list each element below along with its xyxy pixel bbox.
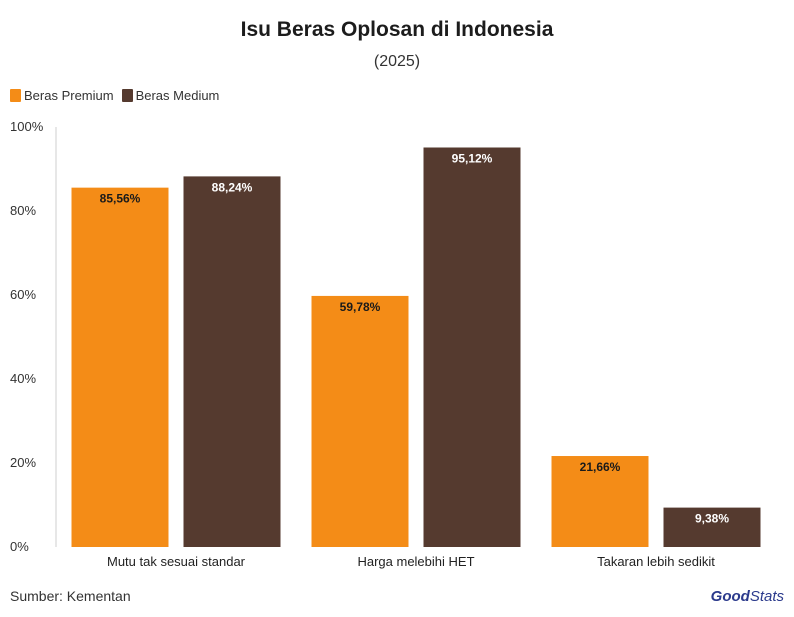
legend-label-medium: Beras Medium [135,88,220,103]
data-label: 59,78% [340,300,381,314]
x-tick-label: Takaran lebih sedikit [597,554,715,569]
y-tick-label: 80% [10,203,36,218]
legend-item-medium: Beras Medium [121,88,220,103]
chart-subtitle: (2025) [373,53,421,70]
data-label: 9,38% [695,512,729,526]
data-label: 88,24% [212,180,253,194]
legend: Beras Premium Beras Medium [10,88,219,103]
bar-beras-premium [551,456,649,547]
bar-beras-medium [423,147,521,547]
y-tick-label: 20% [10,455,36,470]
brand-logo: GoodStats [711,588,784,605]
brand-logo-part2: Stats [749,588,784,605]
y-tick-label: 40% [10,371,36,386]
source-note: Sumber: Kementan [10,588,131,604]
data-label: 95,12% [452,151,493,165]
bar-beras-premium [71,187,169,547]
legend-swatch-premium [10,89,21,102]
legend-item-premium: Beras Premium [10,88,114,103]
x-tick-label: Harga melebihi HET [357,554,474,569]
data-label: 21,66% [580,460,621,474]
bar-beras-premium [311,295,409,547]
brand-logo-part1: Good [710,588,750,605]
chart-title: Isu Beras Oplosan di Indonesia [240,18,554,41]
y-tick-label: 0% [10,539,29,554]
x-tick-label: Mutu tak sesuai standar [107,554,246,569]
legend-label-premium: Beras Premium [24,88,114,103]
bar-beras-medium [183,176,281,547]
y-tick-label: 100% [10,119,44,134]
bar-beras-medium [663,507,761,547]
legend-swatch-medium [121,89,133,102]
data-label: 85,56% [100,192,141,206]
y-tick-label: 60% [10,287,36,302]
